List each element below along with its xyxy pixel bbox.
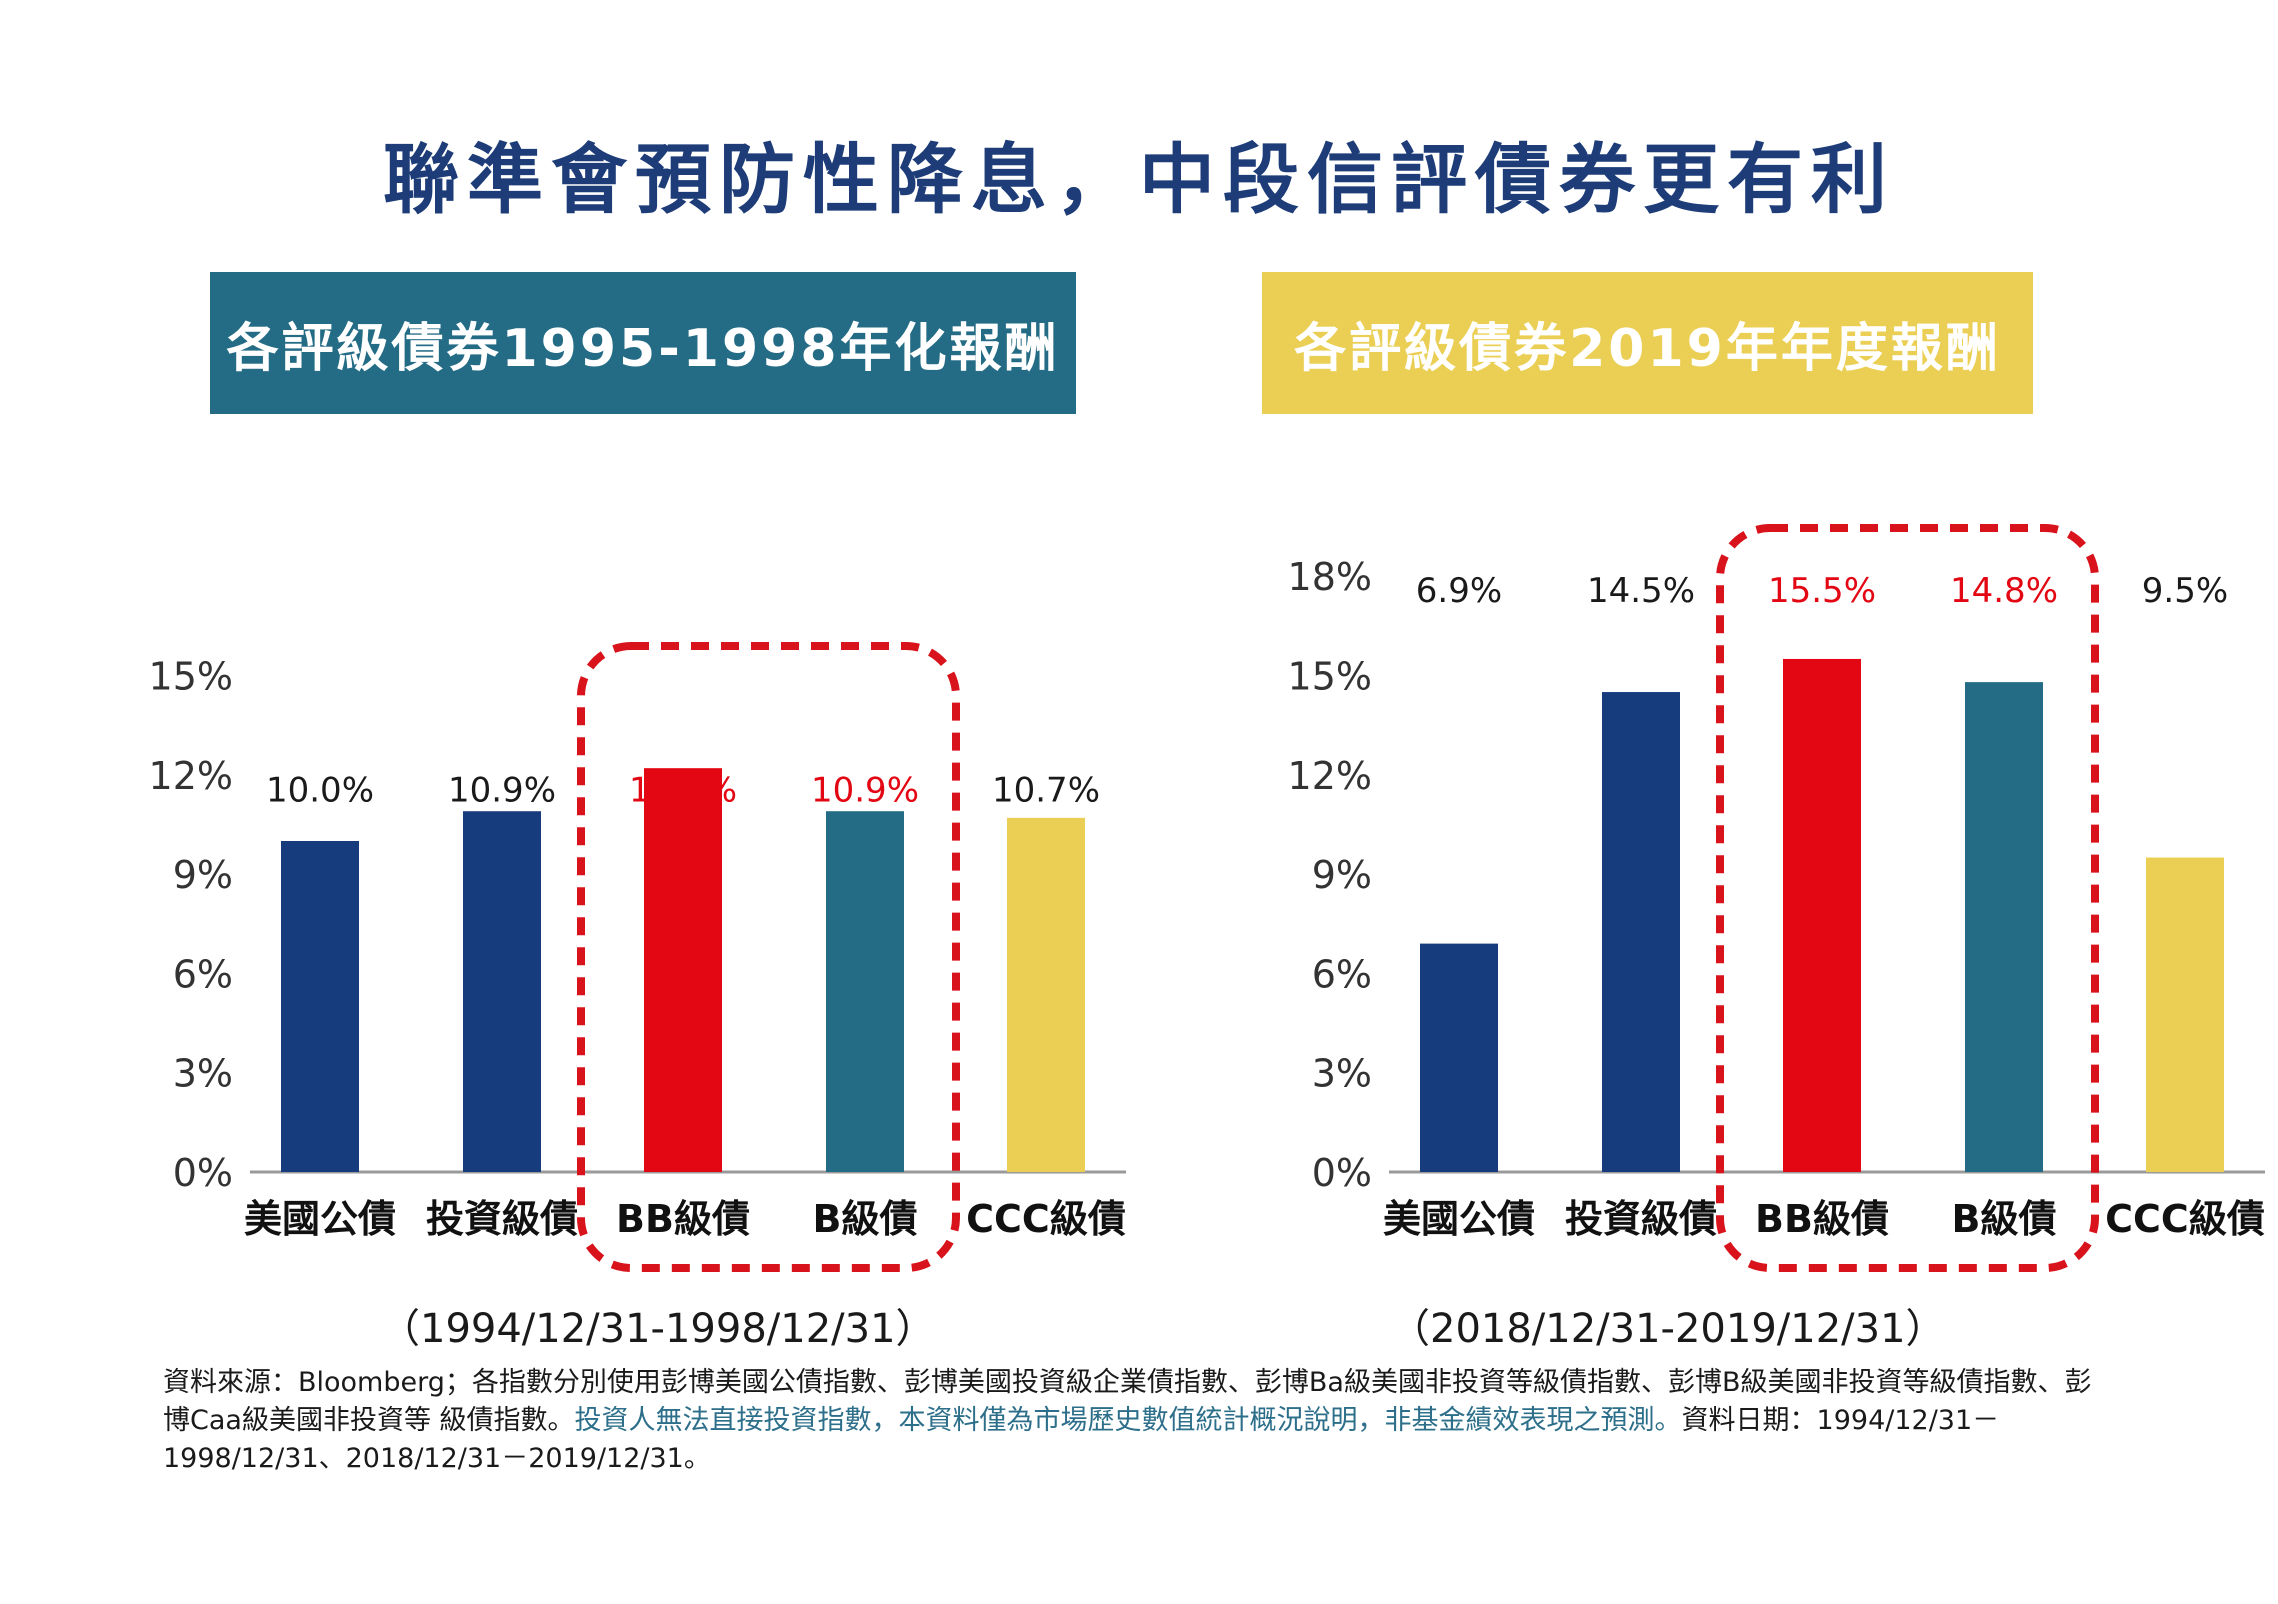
page-title: 聯準會預防性降息，中段信評債券更有利 bbox=[383, 135, 1895, 224]
left-data-label-3: 12.2% bbox=[629, 771, 737, 811]
left-y-tick-label: 9% bbox=[173, 853, 233, 897]
left-category-label-5: CCC級債 bbox=[966, 1197, 1126, 1241]
left-highlight-dashed-box bbox=[577, 642, 960, 1272]
right-y-tick-label: 18% bbox=[1288, 555, 1372, 599]
right-category-label-3: BB級債 bbox=[1755, 1197, 1889, 1241]
right-bar-1 bbox=[1420, 943, 1498, 1172]
left-category-label-4: B級債 bbox=[813, 1197, 918, 1241]
left-y-tick-label: 15% bbox=[149, 655, 233, 699]
footnote-source: 資料來源：Bloomberg；各指數分別使用彭博美國公債指數、彭博美國投資級企業… bbox=[163, 1367, 2092, 1436]
left-y-tick-label: 6% bbox=[173, 952, 233, 996]
right-bar-chart: 0% 3% 6% 9% 12% 15% 18% 6.9% 美國公債 14.5% 投資級債 15.5% B… bbox=[1288, 524, 2265, 1272]
right-category-label-2: 投資級債 bbox=[1565, 1197, 1717, 1241]
right-bar-5 bbox=[2146, 857, 2224, 1172]
left-data-label-1: 10.0% bbox=[266, 771, 374, 811]
left-bar-4 bbox=[826, 811, 904, 1172]
left-chart-period: （1994/12/31-1998/12/31） bbox=[380, 1306, 936, 1352]
footnote-date: 資料日期：1994/12/31－1998/12/31、2018/12/31－20… bbox=[163, 1405, 2000, 1474]
right-highlight-dashed-box bbox=[1716, 524, 2099, 1272]
left-category-label-2: 投資級債 bbox=[426, 1197, 578, 1241]
left-data-label-2: 10.9% bbox=[448, 771, 556, 811]
left-bar-2 bbox=[463, 811, 541, 1172]
left-data-label-5: 10.7% bbox=[992, 771, 1100, 811]
left-y-tick-label: 12% bbox=[149, 754, 233, 798]
left-category-label-3: BB級債 bbox=[616, 1197, 750, 1241]
right-data-label-1: 6.9% bbox=[1416, 571, 1502, 611]
right-data-label-3: 15.5% bbox=[1768, 571, 1876, 611]
right-y-tick-label: 12% bbox=[1288, 754, 1372, 798]
right-bar-3 bbox=[1783, 658, 1861, 1172]
left-y-tick-label: 3% bbox=[173, 1052, 233, 1096]
right-y-tick-label: 15% bbox=[1288, 655, 1372, 699]
right-category-label-5: CCC級債 bbox=[2105, 1197, 2265, 1241]
left-bar-chart: 0% 3% 6% 9% 12% 15% 10.0% 美國公債 10.9% 投資級債 12.2% BB級… bbox=[149, 642, 1126, 1272]
right-chart-period: （2018/12/31-2019/12/31） bbox=[1390, 1306, 1946, 1352]
right-category-label-1: 美國公債 bbox=[1383, 1197, 1535, 1241]
right-bar-4 bbox=[1965, 682, 2043, 1172]
right-data-label-4: 14.8% bbox=[1950, 571, 2058, 611]
left-data-label-4: 10.9% bbox=[811, 771, 919, 811]
footnote-disclaimer: 投資人無法直接投資指數，本資料僅為市場歷史數值統計概況說明，非基金績效表現之預測… bbox=[574, 1405, 1682, 1436]
left-bar-1 bbox=[281, 841, 359, 1172]
right-data-label-5: 9.5% bbox=[2142, 571, 2228, 611]
right-category-label-4: B級債 bbox=[1952, 1197, 2057, 1241]
right-y-tick-label: 3% bbox=[1312, 1052, 1372, 1096]
footnote: 資料來源：Bloomberg；各指數分別使用彭博美國公債指數、彭博美國投資級企業… bbox=[163, 1364, 2103, 1478]
left-category-label-1: 美國公債 bbox=[244, 1197, 396, 1241]
right-data-label-2: 14.5% bbox=[1587, 571, 1695, 611]
right-chart-title-banner: 各評級債券2019年年度報酬 bbox=[1262, 272, 2033, 414]
left-y-tick-label: 0% bbox=[173, 1151, 233, 1195]
right-y-tick-label: 0% bbox=[1312, 1151, 1372, 1195]
left-bar-5 bbox=[1007, 817, 1085, 1172]
left-bar-3 bbox=[644, 768, 722, 1172]
left-chart-title-banner: 各評級債券1995-1998年化報酬 bbox=[210, 272, 1076, 414]
right-bar-2 bbox=[1602, 692, 1680, 1172]
right-y-tick-label: 6% bbox=[1312, 952, 1372, 996]
right-y-tick-label: 9% bbox=[1312, 853, 1372, 897]
